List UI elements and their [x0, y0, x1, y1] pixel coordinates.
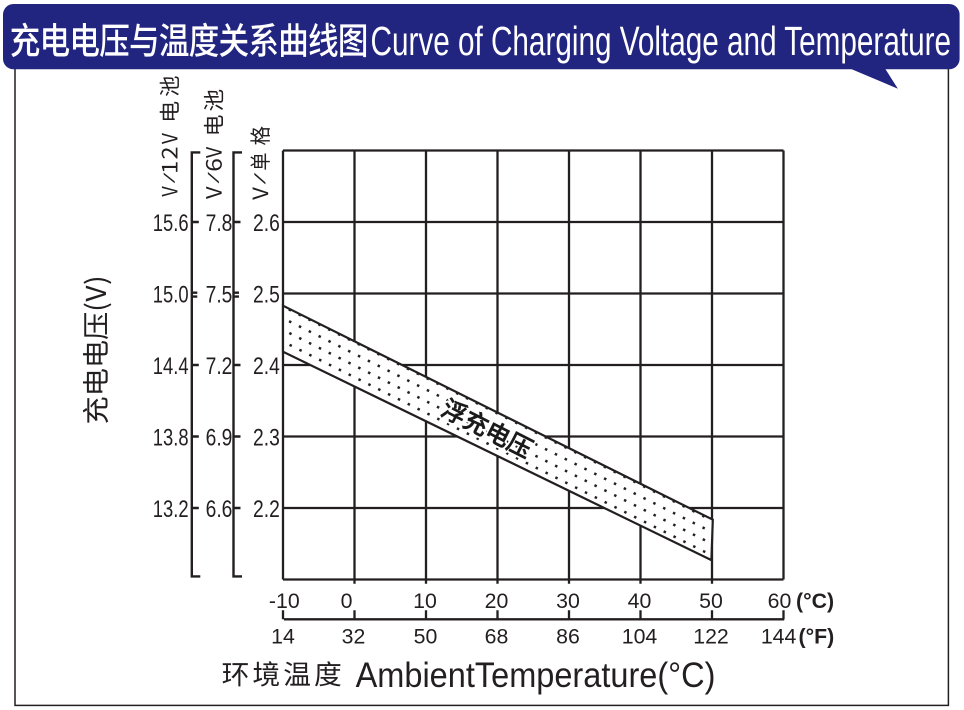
svg-text:15.0: 15.0: [153, 282, 189, 309]
svg-text:6.6: 6.6: [206, 496, 233, 523]
svg-text:13.2: 13.2: [153, 496, 189, 523]
svg-text:7.8: 7.8: [206, 210, 233, 237]
svg-text:104: 104: [622, 625, 658, 649]
svg-text:15.6: 15.6: [153, 210, 189, 237]
svg-text:(°C): (°C): [796, 589, 834, 613]
svg-text:144: 144: [761, 625, 797, 649]
svg-text:AmbientTemperature(°C): AmbientTemperature(°C): [356, 655, 716, 695]
svg-text:14: 14: [271, 625, 295, 649]
svg-text:50: 50: [699, 589, 723, 613]
svg-text:2.4: 2.4: [253, 353, 280, 380]
svg-text:50: 50: [414, 625, 438, 649]
svg-text:60: 60: [768, 589, 792, 613]
svg-text:13.8: 13.8: [153, 425, 189, 452]
svg-text:86: 86: [556, 625, 580, 649]
svg-text:2.3: 2.3: [253, 425, 280, 452]
svg-text:10: 10: [413, 589, 437, 613]
svg-text:122: 122: [693, 625, 729, 649]
svg-text:7.5: 7.5: [206, 282, 233, 309]
svg-text:14.4: 14.4: [153, 353, 189, 380]
svg-text:30: 30: [556, 589, 580, 613]
svg-text:2.2: 2.2: [253, 496, 280, 523]
svg-text:20: 20: [485, 589, 509, 613]
svg-text:2.6: 2.6: [253, 210, 280, 237]
svg-text:2.5: 2.5: [253, 282, 280, 309]
svg-text:(°F): (°F): [799, 625, 835, 649]
svg-text:0: 0: [341, 589, 353, 613]
svg-text:40: 40: [628, 589, 652, 613]
svg-text:68: 68: [485, 625, 509, 649]
svg-text:32: 32: [342, 625, 366, 649]
svg-text:-10: -10: [269, 589, 300, 613]
svg-text:7.2: 7.2: [206, 353, 233, 380]
svg-text:Curve of Charging Voltage and: Curve of Charging Voltage and Temperatur…: [371, 18, 952, 64]
svg-text:6.9: 6.9: [206, 425, 233, 452]
